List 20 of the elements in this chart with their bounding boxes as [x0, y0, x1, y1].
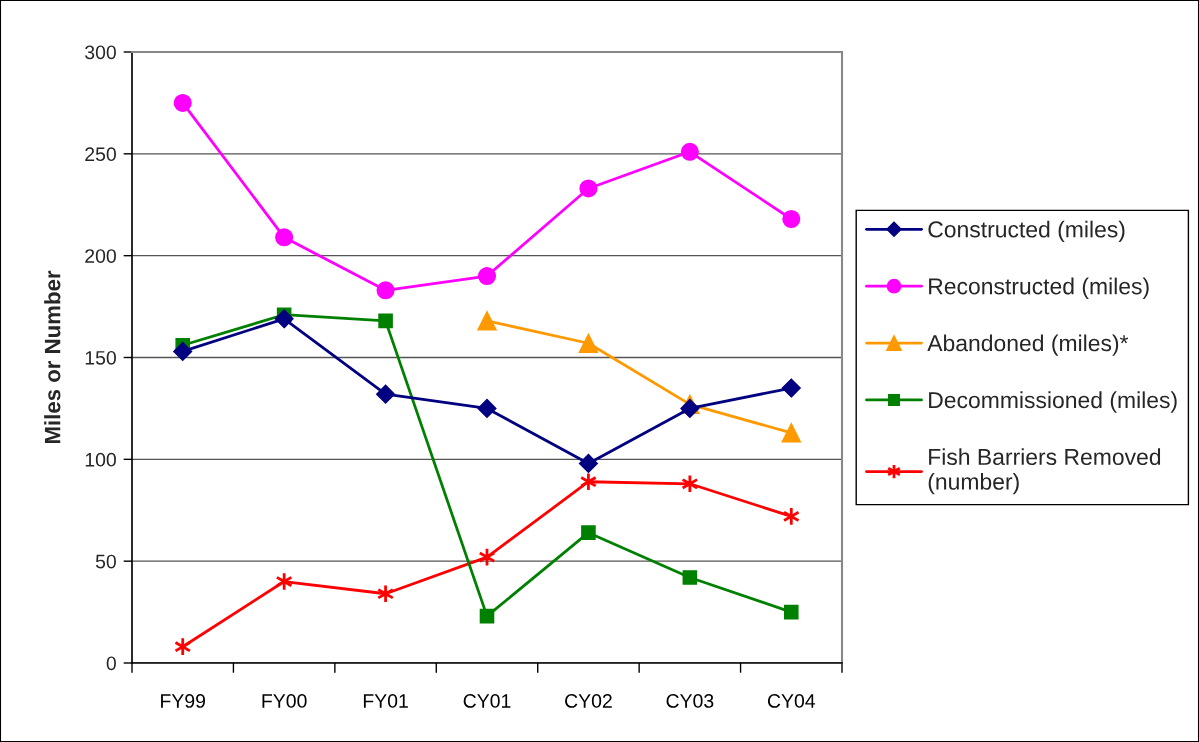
- legend-label: Reconstructed (miles): [929, 277, 1149, 299]
- y-tick-label: 100: [85, 452, 116, 467]
- x-tick-label: FY00: [262, 694, 307, 708]
- legend-label: Constructed (miles): [928, 220, 1125, 243]
- x-tick-label: CY03: [666, 694, 714, 708]
- y-tick-label: 250: [85, 147, 116, 162]
- y-tick-label: 200: [85, 249, 116, 263]
- legend-label: Abandoned (miles)*: [927, 334, 1129, 356]
- y-tick-label: 0: [106, 656, 116, 671]
- y-tick-label: 300: [85, 45, 116, 60]
- x-tick-label: CY04: [767, 694, 816, 708]
- y-axis-title: Miles or Number: [44, 270, 61, 444]
- legend-label: Decommissioned (miles): [929, 391, 1177, 413]
- x-tick-label: CY01: [463, 694, 511, 708]
- y-tick-label: 50: [95, 554, 116, 569]
- x-tick-label: FY99: [161, 694, 206, 708]
- x-tick-label: FY01: [363, 694, 408, 708]
- legend-label: Fish Barriers Removed (number): [928, 448, 1161, 495]
- x-tick-label: CY02: [565, 694, 612, 708]
- y-tick-label: 150: [85, 350, 116, 365]
